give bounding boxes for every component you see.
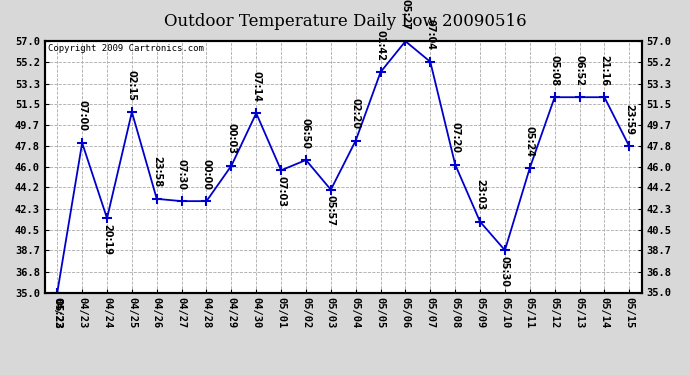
Text: 05:08: 05:08 (550, 55, 560, 86)
Text: 02:15: 02:15 (127, 70, 137, 100)
Text: Copyright 2009 Cartronics.com: Copyright 2009 Cartronics.com (48, 44, 204, 53)
Text: 21:16: 21:16 (600, 55, 609, 86)
Text: 00:00: 00:00 (201, 159, 212, 190)
Text: 05:27: 05:27 (400, 0, 411, 30)
Text: 07:00: 07:00 (77, 100, 87, 132)
Text: 23:59: 23:59 (624, 104, 634, 135)
Text: 07:30: 07:30 (177, 159, 186, 190)
Text: 06:52: 06:52 (575, 55, 584, 86)
Text: Outdoor Temperature Daily Low 20090516: Outdoor Temperature Daily Low 20090516 (164, 13, 526, 30)
Text: 07:14: 07:14 (251, 71, 262, 102)
Text: 07:03: 07:03 (276, 176, 286, 207)
Text: 01:42: 01:42 (375, 30, 386, 61)
Text: 02:20: 02:20 (351, 98, 361, 129)
Text: 05:24: 05:24 (525, 126, 535, 157)
Text: 05:57: 05:57 (326, 195, 336, 226)
Text: 07:04: 07:04 (425, 20, 435, 50)
Text: 23:03: 23:03 (475, 179, 485, 210)
Text: 20:19: 20:19 (102, 224, 112, 255)
Text: 05:30: 05:30 (500, 256, 510, 287)
Text: 06:50: 06:50 (301, 118, 311, 148)
Text: 23:58: 23:58 (152, 156, 161, 188)
Text: 05:23: 05:23 (52, 298, 62, 329)
Text: 07:20: 07:20 (450, 122, 460, 153)
Text: 00:03: 00:03 (226, 123, 237, 154)
